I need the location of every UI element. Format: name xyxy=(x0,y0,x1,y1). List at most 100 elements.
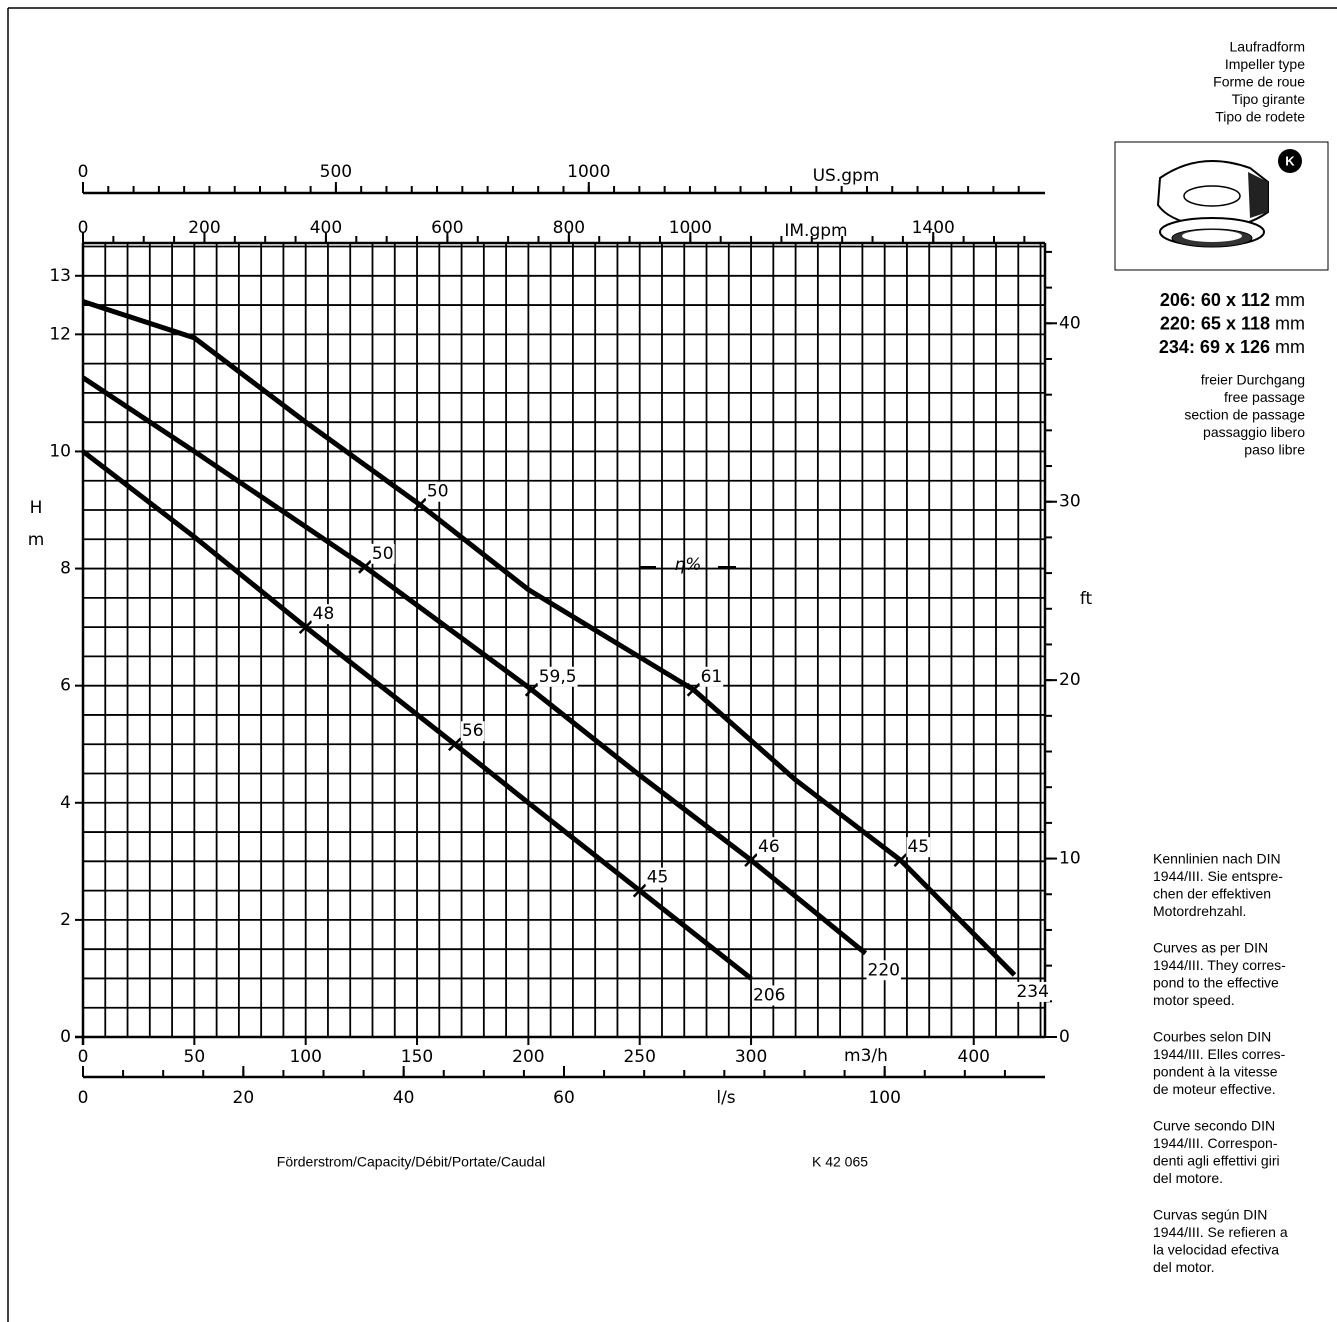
x-tick-label: 100 xyxy=(289,1047,321,1067)
note-text: la velocidad efectiva xyxy=(1153,1242,1279,1258)
note-text: pond to the effective xyxy=(1153,975,1279,991)
free-passage-text: free passage xyxy=(1224,389,1305,405)
x4-tick-label: 60 xyxy=(553,1088,575,1108)
impeller-type-text: Tipo girante xyxy=(1232,91,1306,107)
x-tick-label: 50 xyxy=(184,1047,206,1067)
x3-tick-label: 200 xyxy=(188,218,220,238)
y-tick-label: 12 xyxy=(49,324,71,344)
note-text: Motordrehzahl. xyxy=(1153,903,1246,919)
y2-tick-label: 30 xyxy=(1059,492,1081,512)
note-text: del motore. xyxy=(1153,1170,1223,1186)
efficiency-marker xyxy=(298,620,313,635)
pump-curve xyxy=(81,375,868,956)
y-axis-label: H xyxy=(30,498,43,518)
x3-tick-label: 400 xyxy=(310,218,342,238)
note-text: Courbes selon DIN xyxy=(1153,1029,1271,1045)
impeller-type-text: Forme de roue xyxy=(1213,74,1305,90)
note-text: 1944/III. Elles corres- xyxy=(1153,1046,1286,1062)
impeller-shade xyxy=(1248,172,1268,218)
dimension-unit: mm xyxy=(1275,337,1305,357)
note-text: motor speed. xyxy=(1153,992,1235,1008)
y2-tick-label: 10 xyxy=(1059,849,1081,869)
annotation-bg xyxy=(652,552,730,580)
x3-tick-label: 0 xyxy=(78,218,89,238)
efficiency-marker xyxy=(744,853,758,868)
x4-tick-label: 0 xyxy=(78,1088,89,1108)
x4-tick-label: 40 xyxy=(393,1088,415,1108)
x-tick-label: 250 xyxy=(623,1047,655,1067)
efficiency-annotation: η% xyxy=(675,555,702,575)
y2-tick-label: 20 xyxy=(1059,670,1081,690)
y-tick-label: 10 xyxy=(49,441,71,461)
y-tick-label: 0 xyxy=(60,1027,71,1047)
x-tick-label: 400 xyxy=(958,1047,990,1067)
efficiency-label-bg xyxy=(537,666,578,687)
curve-label-bg xyxy=(1015,981,1050,1002)
x4-tick-label: 100 xyxy=(868,1088,900,1108)
y-tick-label: 13 xyxy=(49,266,71,286)
us-gpm-label: US.gpm xyxy=(813,166,880,186)
efficiency-marker xyxy=(524,682,539,697)
grid xyxy=(82,243,1045,1038)
note-text: de moteur effective. xyxy=(1153,1081,1276,1097)
curve-label-bg xyxy=(866,960,901,981)
curve-label: 206 xyxy=(753,985,785,1005)
y2-tick-label: 40 xyxy=(1059,313,1081,333)
y-tick-label: 6 xyxy=(60,676,71,696)
curve-label: 234 xyxy=(1016,982,1048,1002)
x3-tick-label: 800 xyxy=(553,218,585,238)
x2-tick-label: 0 xyxy=(78,162,89,182)
impeller-badge xyxy=(1278,149,1302,173)
note-text: denti agli effettivi giri xyxy=(1153,1153,1280,1169)
efficiency-label-bg xyxy=(425,481,450,502)
y-tick-label: 4 xyxy=(60,793,71,813)
efficiency-label: 48 xyxy=(313,604,335,624)
x2-tick-label: 1000 xyxy=(567,162,610,182)
efficiency-label-bg xyxy=(699,666,724,687)
y-tick-label: 8 xyxy=(60,559,71,579)
note-text: 1944/III. Sie entspre- xyxy=(1153,868,1283,884)
footer-caption: Förderstrom/Capacity/Débit/Portate/Cauda… xyxy=(277,1154,545,1170)
dimension-line: 220: 65 x 118 mm xyxy=(1160,313,1305,333)
dimension-size: 234: 69 x 126 xyxy=(1159,337,1270,357)
note-text: Kennlinien nach DIN xyxy=(1153,851,1281,867)
x-tick-label: 0 xyxy=(78,1047,89,1067)
x4-tick-label: 20 xyxy=(233,1088,255,1108)
x-axis-label: m3/h xyxy=(844,1046,888,1066)
x3-tick-label: 1400 xyxy=(912,218,955,238)
impeller-type-text: Tipo de rodete xyxy=(1215,109,1305,125)
x-tick-label: 150 xyxy=(401,1047,433,1067)
efficiency-label-bg xyxy=(311,604,336,625)
note-text: 1944/III. Correspon- xyxy=(1153,1135,1278,1151)
y2-axis-label: ft xyxy=(1080,589,1093,609)
impeller-picture: K xyxy=(1114,141,1329,271)
note-text: del motor. xyxy=(1153,1259,1214,1275)
note-text: chen der effektiven xyxy=(1153,886,1271,902)
curve-label-bg xyxy=(752,985,787,1006)
x2-tick-label: 500 xyxy=(320,162,352,182)
impeller-type-text: Impeller type xyxy=(1225,56,1305,72)
efficiency-label: 45 xyxy=(647,868,669,888)
efficiency-label: 61 xyxy=(701,667,723,687)
x-tick-label: 300 xyxy=(735,1047,767,1067)
efficiency-marker xyxy=(448,737,462,752)
y-tick-label: 2 xyxy=(60,910,71,930)
x3-tick-label: 600 xyxy=(431,218,463,238)
note-text: 1944/III. Se refieren a xyxy=(1153,1224,1288,1240)
y2-tick-label: 0 xyxy=(1059,1027,1070,1047)
efficiency-label: 59,5 xyxy=(539,667,577,687)
efficiency-marker xyxy=(632,883,647,898)
efficiency-marker xyxy=(686,682,701,697)
pump-curve xyxy=(82,299,1017,977)
note-text: Curve secondo DIN xyxy=(1153,1118,1275,1134)
efficiency-label: 45 xyxy=(907,837,929,857)
dimension-unit: mm xyxy=(1275,313,1305,333)
dimension-unit: mm xyxy=(1275,290,1305,310)
footer-code: K 42 065 xyxy=(812,1154,868,1170)
free-passage-text: section de passage xyxy=(1184,407,1305,423)
dimension-size: 206: 60 x 112 xyxy=(1160,290,1270,310)
l-s-label: l/s xyxy=(716,1088,735,1108)
note-text: Curvas según DIN xyxy=(1153,1207,1267,1223)
note-text: 1944/III. They corres- xyxy=(1153,957,1286,973)
efficiency-label-bg xyxy=(906,837,931,858)
